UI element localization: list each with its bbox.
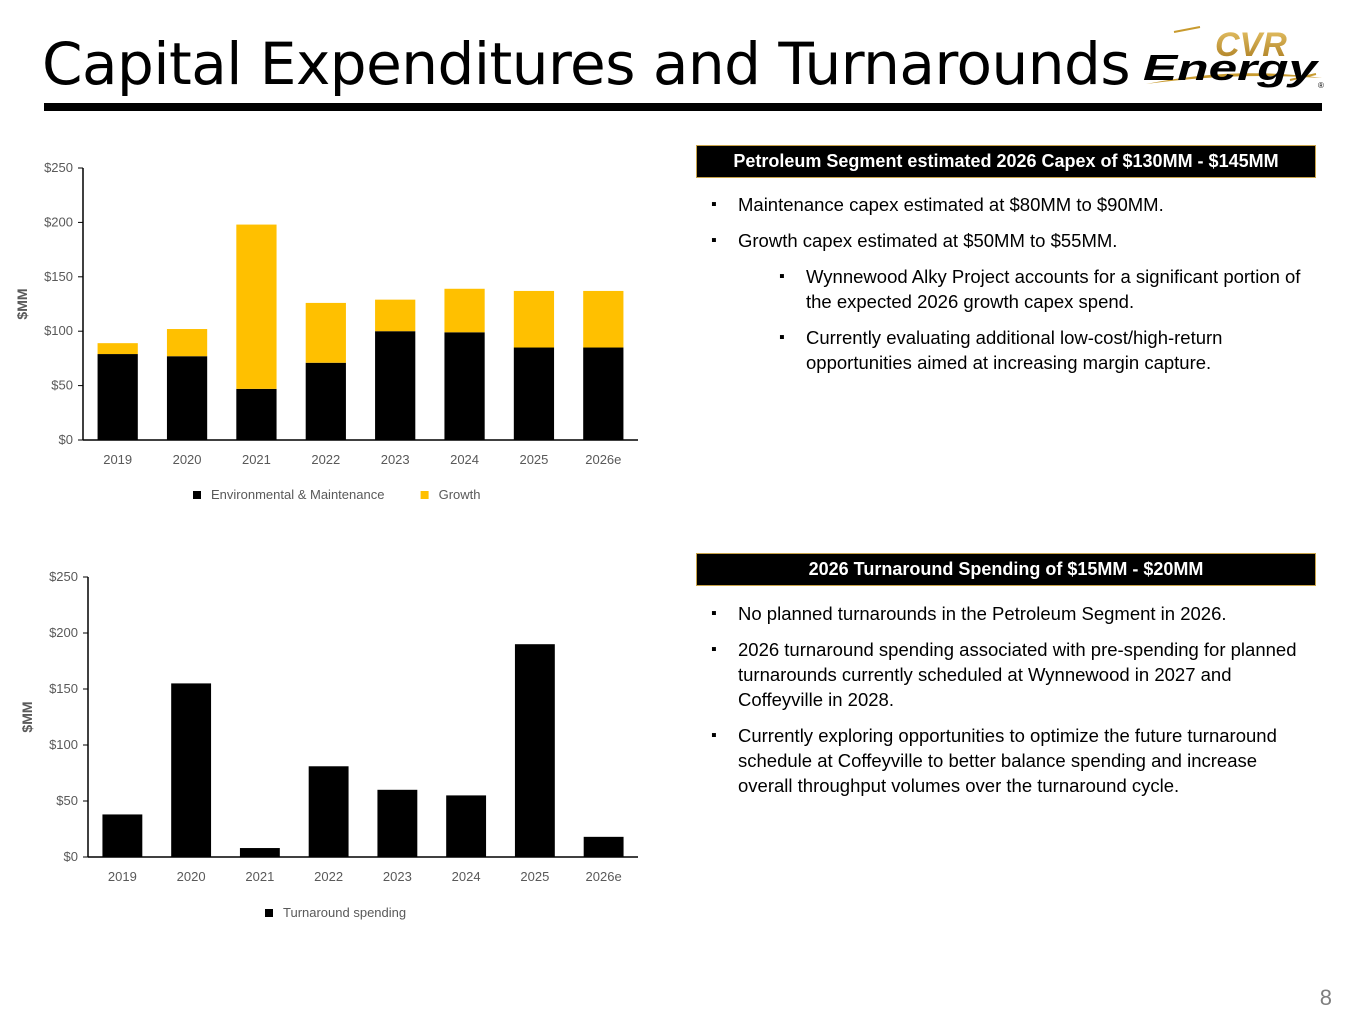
y-tick-label: $100 (44, 323, 73, 338)
capex-bullet: Maintenance capex estimated at $80MM to … (698, 192, 1318, 217)
bar-environmental-maintenance (166, 356, 208, 440)
x-tick-label: 2024 (450, 452, 479, 467)
legend-swatch (265, 909, 273, 917)
bar-environmental-maintenance (236, 388, 277, 440)
y-tick-label: $150 (49, 681, 78, 696)
page-title: Capital Expenditures and Turnarounds (42, 30, 1131, 98)
capex-chart: $0 $50 $100 $150 $200 $250 $MM 2019 2020 2021 2022… (0, 150, 660, 520)
y-axis-label: $MM (14, 288, 30, 319)
bar-turnaround-spending (446, 795, 487, 857)
bar-turnaround-spending (583, 836, 624, 857)
y-tick-label: $250 (44, 160, 73, 175)
y-tick-label: $200 (49, 625, 78, 640)
turnaround-bullet: Currently exploring opportunities to opt… (698, 723, 1308, 798)
turnaround-header: 2026 Turnaround Spending of $15MM - $20M… (696, 553, 1316, 586)
capex-header: Petroleum Segment estimated 2026 Capex o… (696, 145, 1316, 178)
y-tick-label: $150 (44, 269, 73, 284)
capex-bullet: Growth capex estimated at $50MM to $55MM… (698, 228, 1318, 253)
x-tick-label: 2025 (520, 869, 549, 884)
bar-growth (583, 290, 624, 348)
x-tick-label: 2020 (173, 452, 202, 467)
page-number: 8 (1319, 985, 1332, 1010)
y-axis-label: $MM (19, 701, 35, 732)
capex-sub-bullet: Wynnewood Alky Project accounts for a si… (698, 264, 1318, 314)
x-tick-label: 2025 (519, 452, 548, 467)
turnaround-chart: $0 $50 $100 $150 $200 $250 $MM 2019 2020 2021 2022… (0, 560, 660, 930)
x-tick-label: 2026e (585, 452, 621, 467)
y-tick-label: $250 (49, 569, 78, 584)
y-tick-label: $50 (56, 793, 78, 808)
bar-turnaround-spending (102, 814, 143, 857)
bar-growth (236, 224, 277, 389)
legend-label: Growth (439, 487, 481, 502)
bar-turnaround-spending (308, 766, 349, 857)
bar-environmental-maintenance (444, 332, 485, 440)
bar-environmental-maintenance (305, 362, 346, 440)
x-tick-label: 2022 (311, 452, 340, 467)
x-tick-label: 2024 (452, 869, 481, 884)
bar-growth (166, 329, 208, 357)
bar-growth (305, 302, 346, 363)
logo-swoosh (1146, 73, 1322, 84)
legend-swatch (420, 491, 429, 499)
x-tick-label: 2023 (383, 869, 412, 884)
bar-turnaround-spending (239, 848, 280, 857)
legend-swatch (193, 491, 201, 499)
bar-growth (444, 288, 485, 333)
bar-environmental-maintenance (375, 331, 416, 440)
turnaround-bullets: No planned turnarounds in the Petroleum … (698, 601, 1308, 809)
capex-chart-svg: $0 $50 $100 $150 $200 $250 $MM 2019 2020 2021 2022… (14, 160, 638, 502)
logo-cvr-text: CVR (1215, 26, 1287, 64)
y-tick-label: $50 (51, 378, 73, 393)
legend-label: Turnaround spending (283, 905, 406, 920)
logo-energy-text: Energy (1143, 47, 1320, 88)
bar-environmental-maintenance (97, 354, 138, 440)
x-tick-label: 2023 (381, 452, 410, 467)
logo-registered-mark: ® (1318, 81, 1324, 90)
x-tick-label: 2019 (108, 869, 137, 884)
x-tick-label: 2021 (245, 869, 274, 884)
capex-bullets: Maintenance capex estimated at $80MM to … (698, 192, 1318, 386)
capex-sub-bullet: Currently evaluating additional low-cost… (698, 325, 1318, 375)
bar-turnaround-spending (377, 789, 418, 857)
bar-turnaround-spending (514, 644, 555, 857)
title-rule (44, 103, 1322, 111)
turnaround-chart-svg: $0 $50 $100 $150 $200 $250 $MM 2019 2020 2021 2022… (19, 569, 638, 920)
x-tick-label: 2019 (103, 452, 132, 467)
legend-label: Environmental & Maintenance (211, 487, 384, 502)
turnaround-bullet: 2026 turnaround spending associated with… (698, 637, 1308, 712)
bar-growth (97, 343, 138, 355)
bar-growth (375, 299, 416, 332)
bar-growth (513, 290, 555, 348)
x-tick-label: 2022 (314, 869, 343, 884)
y-tick-label: $200 (44, 214, 73, 229)
x-tick-label: 2021 (242, 452, 271, 467)
bar-turnaround-spending (171, 683, 212, 857)
y-tick-label: $100 (49, 737, 78, 752)
bar-environmental-maintenance (513, 347, 555, 440)
y-tick-label: $0 (59, 432, 73, 447)
x-tick-label: 2020 (177, 869, 206, 884)
y-tick-label: $0 (64, 849, 78, 864)
turnaround-bullet: No planned turnarounds in the Petroleum … (698, 601, 1308, 626)
bar-environmental-maintenance (583, 347, 624, 440)
x-tick-label: 2026e (586, 869, 622, 884)
